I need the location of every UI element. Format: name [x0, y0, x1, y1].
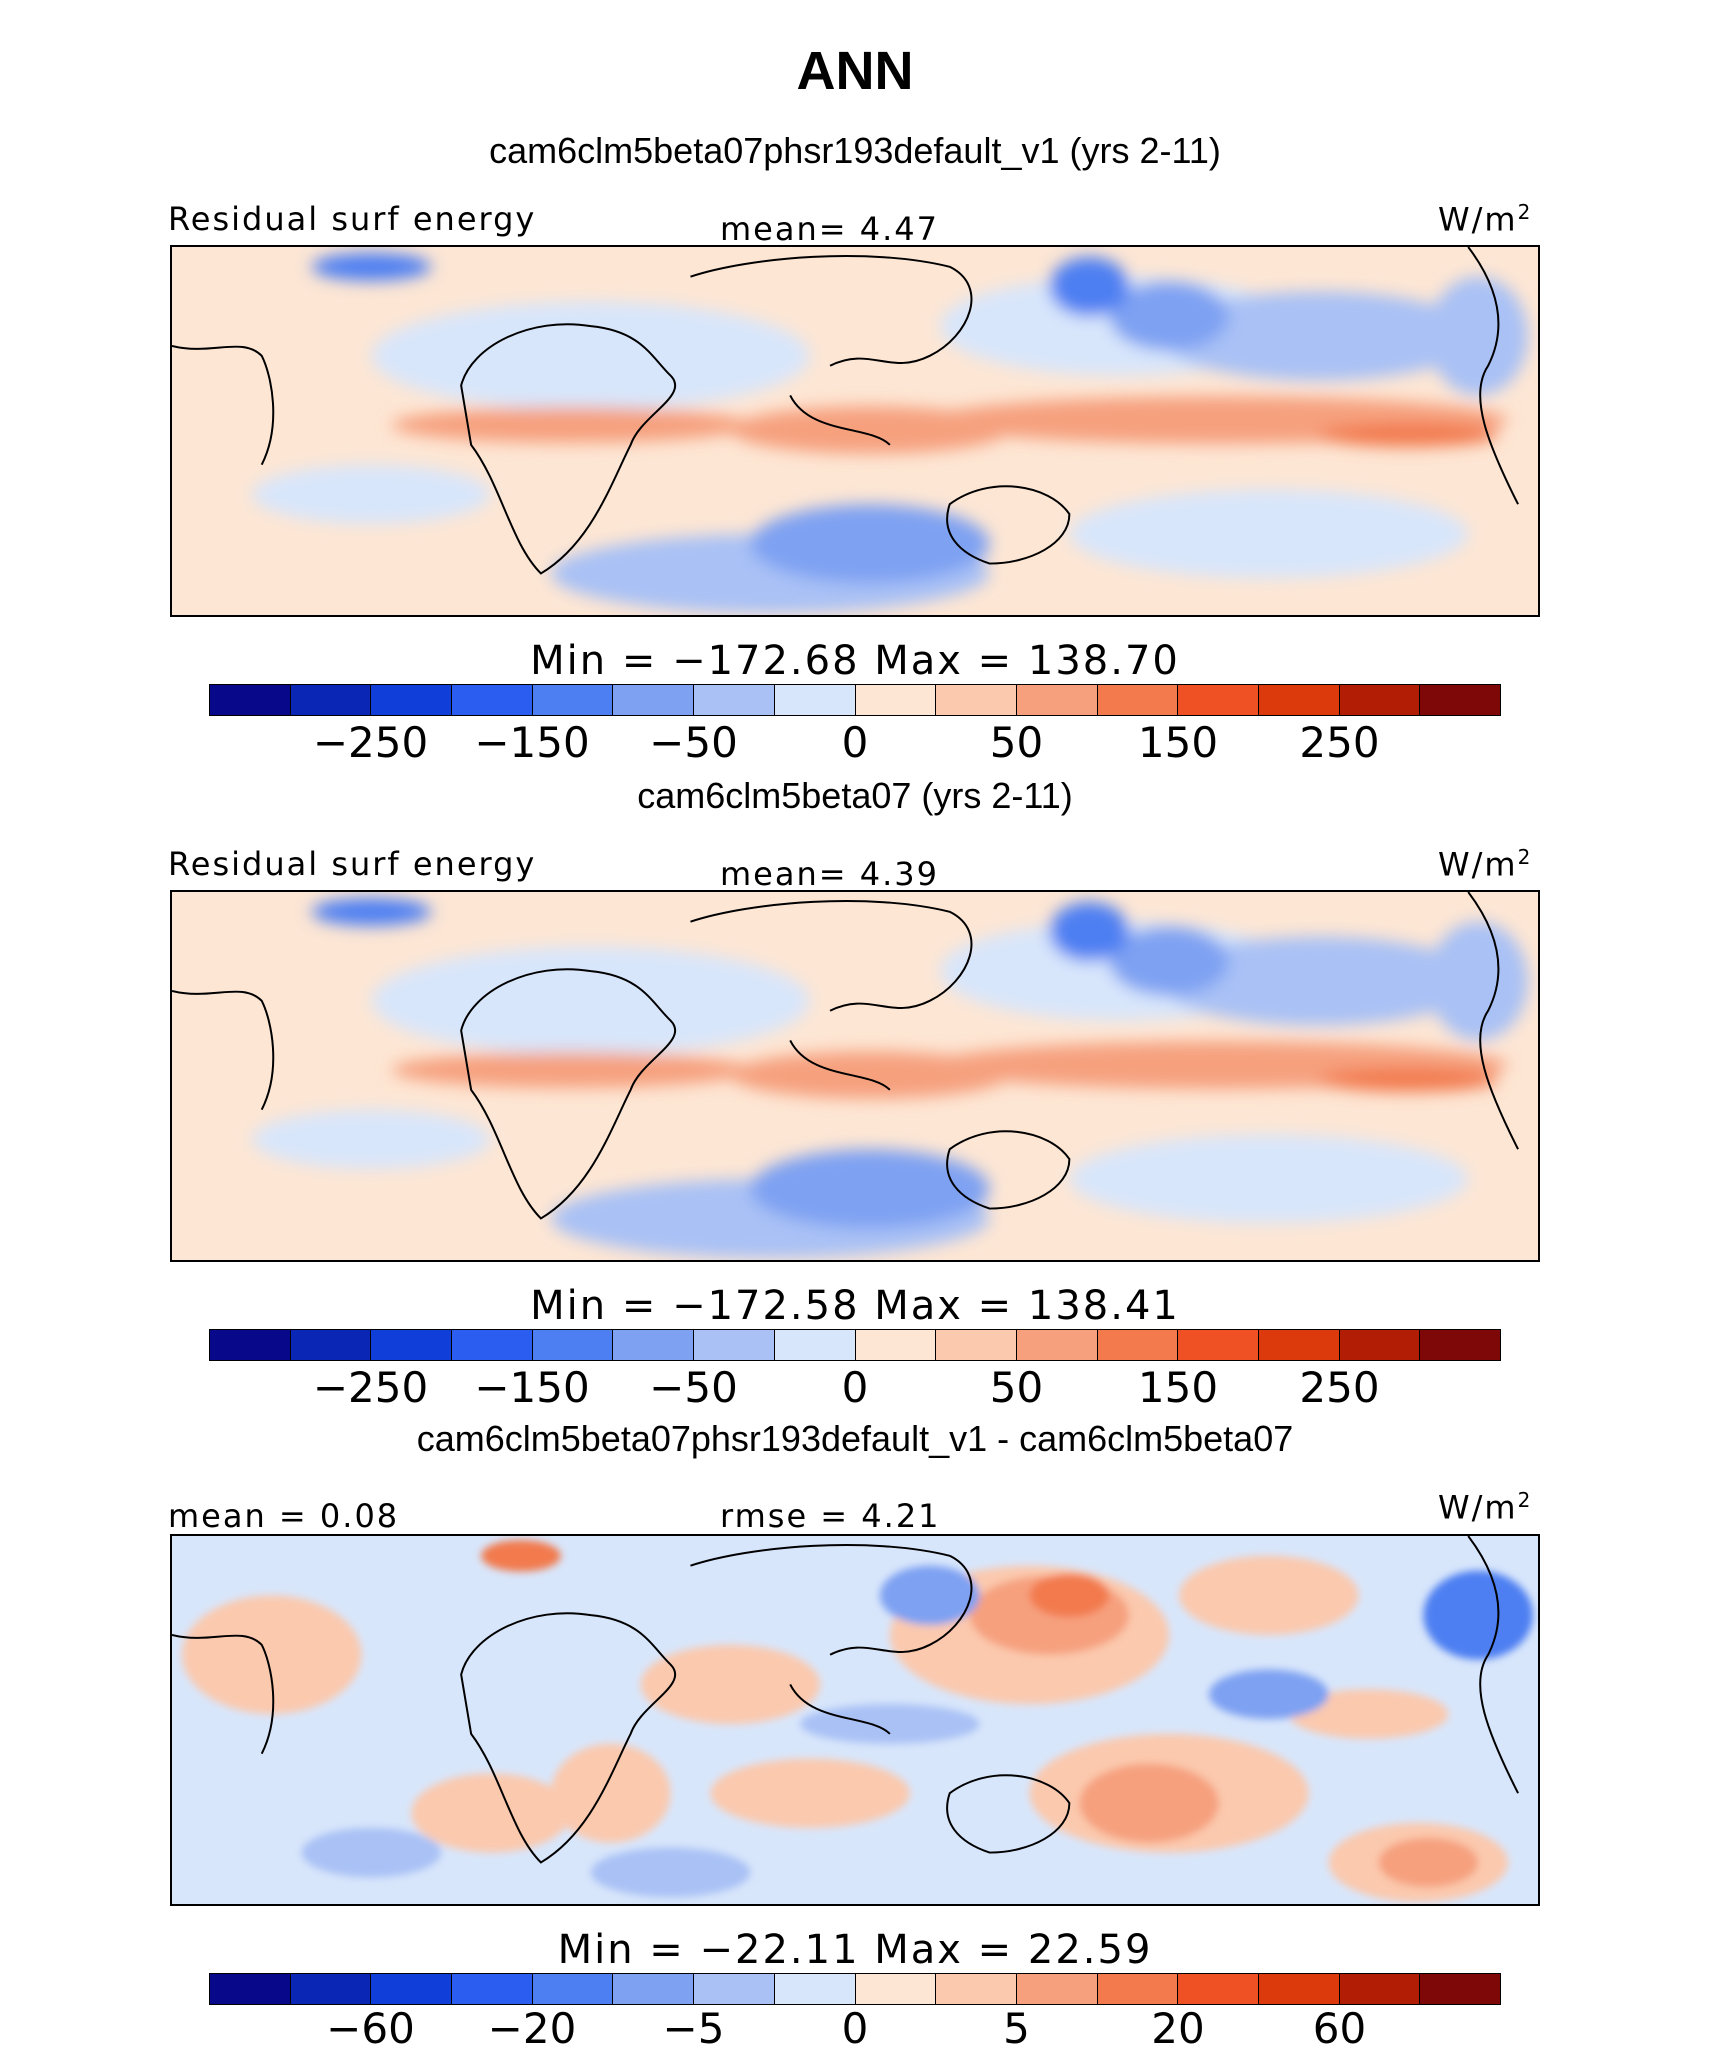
panel-2-tick: 250 — [1299, 1363, 1380, 1412]
panel-2-tick: −150 — [474, 1363, 590, 1412]
colorbar-swatch — [774, 1330, 856, 1360]
colorbar-swatch — [936, 1974, 1017, 2004]
colorbar-swatch — [855, 685, 937, 715]
panel-1-tick: −250 — [312, 718, 429, 767]
panel-3-tick: 0 — [841, 2004, 869, 2053]
panel-1-unit-label: W/m2 — [1438, 200, 1533, 239]
colorbar-swatch — [290, 685, 372, 715]
panel-1-tick: 250 — [1299, 718, 1380, 767]
colorbar-swatch — [855, 1974, 937, 2004]
colorbar-swatch — [1339, 1330, 1421, 1360]
panel-1-minmax: Min = −172.68 Max = 138.70 — [530, 638, 1180, 684]
world-map-contour-icon — [172, 892, 1538, 1260]
panel-2-case-title: cam6clm5beta07 (yrs 2-11) — [637, 775, 1073, 816]
colorbar-swatch — [532, 685, 614, 715]
colorbar-swatch — [613, 1974, 695, 2004]
colorbar-swatch — [694, 685, 775, 715]
colorbar-swatch — [452, 1974, 533, 2004]
panel-2-variable-label: Residual surf energy — [168, 845, 537, 883]
panel-3-tick: 20 — [1151, 2004, 1205, 2053]
panel-1-mean-label: mean= 4.47 — [720, 210, 939, 248]
colorbar-swatch — [1420, 1330, 1500, 1360]
colorbar-swatch — [1258, 685, 1340, 715]
colorbar-swatch — [774, 685, 856, 715]
colorbar-swatch — [694, 1330, 775, 1360]
panel-2-colorbar — [209, 1329, 1501, 1361]
panel-1-colorbar — [209, 684, 1501, 716]
colorbar-swatch — [1178, 1974, 1259, 2004]
colorbar-swatch — [1016, 1330, 1098, 1360]
panel-1-tick: 50 — [989, 718, 1044, 767]
panel-2-map — [170, 890, 1540, 1262]
panel-3-tick: 60 — [1312, 2004, 1367, 2053]
colorbar-swatch — [1097, 685, 1179, 715]
colorbar-swatch — [371, 685, 453, 715]
panel-2-tick: 50 — [989, 1363, 1044, 1412]
colorbar-swatch — [1339, 685, 1421, 715]
panel-3-tick: −5 — [662, 2004, 725, 2053]
colorbar-swatch — [855, 1330, 937, 1360]
world-map-contour-icon — [172, 247, 1538, 615]
colorbar-swatch — [1016, 685, 1098, 715]
colorbar-swatch — [1258, 1330, 1340, 1360]
panel-1-tick: −50 — [649, 718, 738, 767]
panel-2-minmax: Min = −172.58 Max = 138.41 — [530, 1283, 1180, 1329]
panel-3-map — [170, 1534, 1540, 1906]
colorbar-swatch — [1016, 1974, 1098, 2004]
colorbar-swatch — [210, 685, 291, 715]
colorbar-swatch — [613, 1330, 695, 1360]
colorbar-swatch — [532, 1330, 614, 1360]
colorbar-swatch — [774, 1974, 856, 2004]
panel-2-colorbar-ticks: −250 −150 −50 0 50 150 250 — [209, 1363, 1501, 1413]
panel-1-tick: 150 — [1137, 718, 1219, 767]
panel-1-map — [170, 245, 1540, 617]
panel-3-rmse-label: rmse = 4.21 — [720, 1497, 941, 1535]
panel-1-tick: 0 — [841, 718, 869, 767]
panel-3-unit-label: W/m2 — [1438, 1488, 1533, 1527]
colorbar-swatch — [613, 685, 695, 715]
panel-1-colorbar-ticks: −250 −150 −50 0 50 150 250 — [209, 718, 1501, 768]
panel-1-tick: −150 — [474, 718, 590, 767]
colorbar-swatch — [210, 1974, 291, 2004]
panel-3-tick: 5 — [1003, 2004, 1030, 2053]
colorbar-swatch — [210, 1330, 291, 1360]
colorbar-swatch — [1258, 1974, 1340, 2004]
panel-2-mean-label: mean= 4.39 — [720, 855, 939, 893]
panel-2-tick: −250 — [312, 1363, 429, 1412]
colorbar-swatch — [371, 1974, 453, 2004]
colorbar-swatch — [694, 1974, 775, 2004]
panel-3-mean-label: mean = 0.08 — [168, 1497, 400, 1535]
world-map-difference-icon — [172, 1536, 1538, 1904]
panel-3-tick: −60 — [326, 2004, 415, 2053]
colorbar-swatch — [532, 1974, 614, 2004]
panel-1-variable-label: Residual surf energy — [168, 200, 537, 238]
colorbar-swatch — [1178, 685, 1259, 715]
colorbar-swatch — [1097, 1330, 1179, 1360]
panel-2-tick: 150 — [1137, 1363, 1219, 1412]
panel-3-tick: −20 — [487, 2004, 577, 2053]
panel-2-tick: 0 — [841, 1363, 869, 1412]
colorbar-swatch — [1420, 685, 1500, 715]
panel-2-tick: −50 — [649, 1363, 738, 1412]
panel-3-minmax: Min = −22.11 Max = 22.59 — [557, 1927, 1153, 1973]
colorbar-swatch — [452, 1330, 533, 1360]
panel-3-case-title: cam6clm5beta07phsr193default_v1 - cam6cl… — [416, 1418, 1294, 1459]
figure-title: ANN — [796, 41, 914, 101]
colorbar-swatch — [1178, 1330, 1259, 1360]
colorbar-swatch — [290, 1330, 372, 1360]
colorbar-swatch — [371, 1330, 453, 1360]
panel-3-colorbar — [209, 1973, 1501, 2005]
colorbar-swatch — [936, 1330, 1017, 1360]
colorbar-swatch — [1339, 1974, 1421, 2004]
colorbar-swatch — [290, 1974, 372, 2004]
panel-1-case-title: cam6clm5beta07phsr193default_v1 (yrs 2-1… — [489, 130, 1221, 171]
colorbar-swatch — [936, 685, 1017, 715]
panel-2-unit-label: W/m2 — [1438, 845, 1533, 884]
colorbar-swatch — [452, 685, 533, 715]
panel-3-colorbar-ticks: −60 −20 −5 0 5 20 60 — [209, 2004, 1501, 2054]
colorbar-swatch — [1420, 1974, 1500, 2004]
colorbar-swatch — [1097, 1974, 1179, 2004]
